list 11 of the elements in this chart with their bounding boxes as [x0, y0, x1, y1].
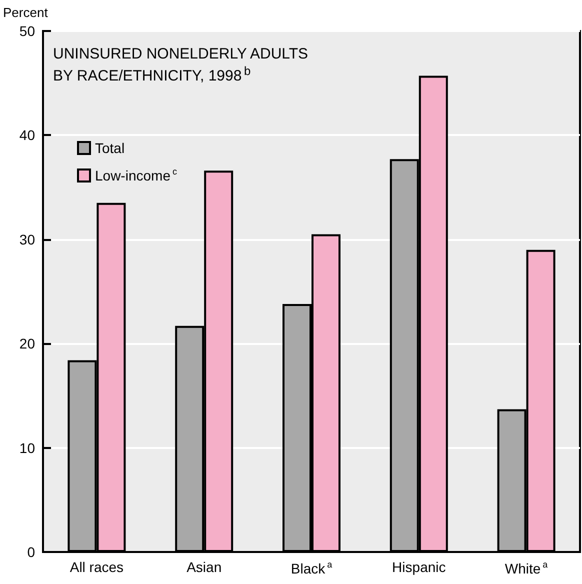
y-tick-label: 40: [19, 127, 36, 144]
y-tick-label: 20: [19, 336, 36, 352]
y-axis-title: Percent: [3, 5, 48, 20]
y-tick-label: 50: [19, 23, 36, 39]
x-tick-label: Hispanic: [392, 559, 446, 575]
y-tick-label: 0: [27, 544, 36, 560]
legend-label: Total: [95, 140, 125, 156]
x-tick-label: All races: [70, 559, 124, 575]
y-tick-label: 30: [19, 231, 36, 248]
y-tick-label: 10: [19, 440, 36, 456]
x-tick-label: Asian: [186, 559, 222, 575]
